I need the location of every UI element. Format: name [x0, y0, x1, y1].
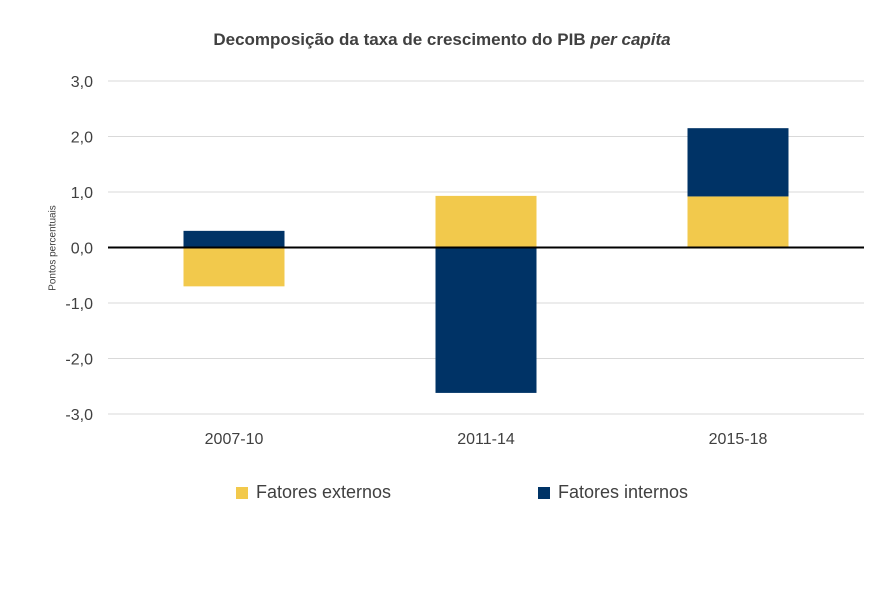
bar-internos-2007-10	[183, 230, 285, 248]
y-tick-label: 2,0	[71, 130, 93, 147]
chart-title: Decomposição da taxa de crescimento do P…	[0, 30, 884, 50]
y-tick-label: -1,0	[65, 296, 93, 313]
legend-label-externos: Fatores externos	[256, 482, 392, 502]
y-tick-label: -2,0	[65, 352, 93, 369]
y-tick-label: -3,0	[65, 407, 93, 424]
x-tick-label: 2011-14	[457, 431, 515, 448]
bar-internos-2011-14	[435, 247, 537, 393]
chart-title-text: Decomposição da taxa de crescimento do P…	[213, 30, 586, 49]
bar-internos-2015-18	[687, 128, 789, 197]
bar-externos-2011-14	[435, 195, 537, 248]
chart-title-italic: per capita	[590, 30, 671, 49]
bar-externos-2015-18	[687, 196, 789, 248]
legend-swatch-internos	[538, 486, 550, 499]
y-tick-label: 0,0	[71, 241, 93, 258]
legend-label-internos: Fatores internos	[558, 482, 689, 502]
legend-swatch-externos	[236, 486, 248, 499]
y-tick-label: 1,0	[71, 185, 93, 202]
legend: Fatores externos Fatores internos	[0, 482, 884, 506]
bar-externos-2007-10	[183, 247, 285, 287]
legend-item-internos: Fatores internos	[538, 482, 688, 503]
x-tick-label: 2007-10	[205, 431, 264, 448]
legend-item-externos: Fatores externos	[236, 482, 391, 503]
y-tick-label: 3,0	[71, 74, 93, 91]
x-tick-label: 2015-18	[709, 431, 768, 448]
